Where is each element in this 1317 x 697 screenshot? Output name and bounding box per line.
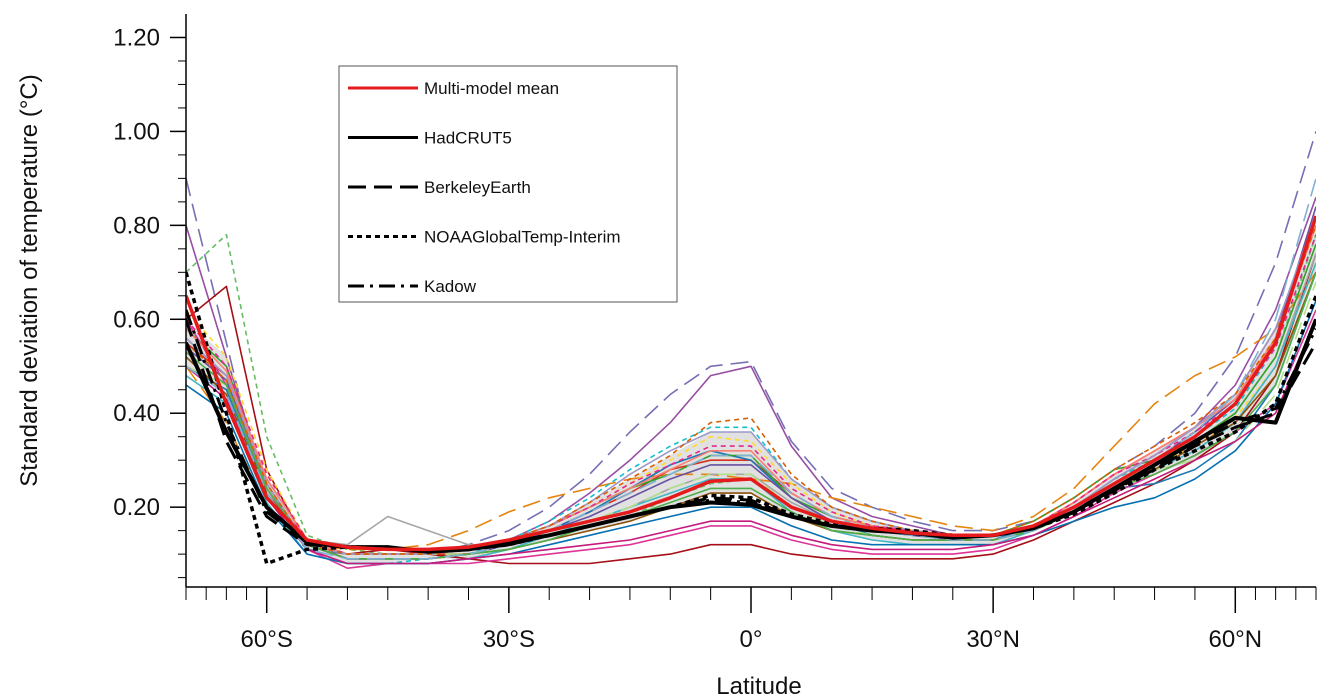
y-tick-label: 0.60 [113,306,160,333]
legend-label: NOAAGlobalTemp-Interim [424,228,621,247]
legend: Multi-model mean HadCRUT5 BerkeleyEarth NOA… [338,65,678,303]
x-tick-label: 60°S [241,626,293,653]
axes: 0.20 0.40 0.60 0.80 1.00 1.20 60°S 30°S 0° 30°N 60… [16,14,1317,697]
legend-label: Kadow [424,277,477,296]
y-tick-label: 1.20 [113,24,160,51]
x-axis-title: Latitude [716,673,801,697]
model-line-17 [186,272,1316,560]
series-line-berkeleyearth [186,318,1316,554]
model-line-7 [186,272,1316,560]
y-tick-label: 0.40 [113,400,160,427]
model-line-11 [186,262,1316,555]
y-tick-label: 0.80 [113,212,160,239]
legend-label: BerkeleyEarth [424,178,531,197]
model-line-23 [186,272,1316,560]
legend-label: HadCRUT5 [424,129,512,148]
y-axis-title: Standard deviation of temperature (°C) [16,74,43,486]
model-line-15 [186,281,1316,555]
legend-box [338,65,678,303]
model-line-5 [186,271,1316,551]
legend-label: Multi-model mean [424,79,559,98]
x-tick-label: 60°N [1208,626,1262,653]
model-line-4 [186,253,1316,565]
y-tick-label: 1.00 [113,118,160,145]
x-tick-label: 30°S [483,626,535,653]
model-line-22 [186,225,1316,555]
series-line-multi-model-mean [186,215,1316,552]
series-line-noaaglobaltemp-interim [186,271,1316,566]
x-tick-label: 30°N [966,626,1020,653]
y-tick-label: 0.20 [113,494,160,521]
series-line-kadow [186,309,1316,554]
x-tick-label: 0° [740,626,763,653]
model-line-10 [186,309,1316,570]
observation-series [186,215,1316,566]
model-line-21 [186,318,1316,565]
